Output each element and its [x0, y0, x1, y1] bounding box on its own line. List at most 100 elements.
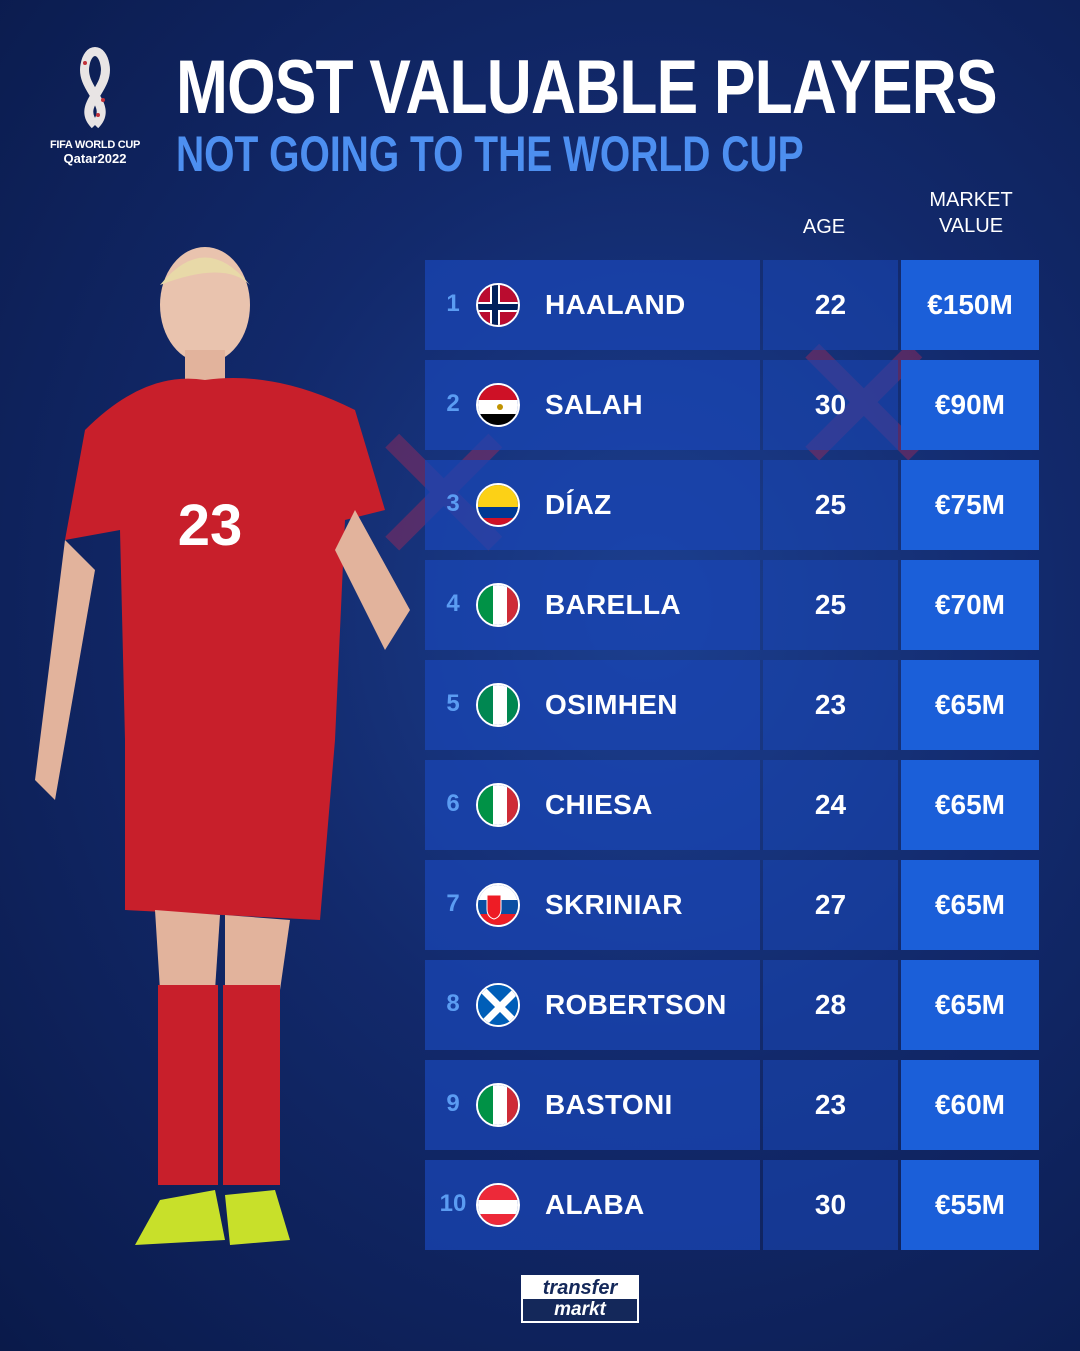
world-cup-logo: FIFA WORLD CUP Qatar2022: [45, 45, 145, 166]
slovakia-flag-icon: [476, 883, 520, 927]
player-cell: 4 BARELLA: [425, 560, 760, 650]
table-row: 9 BASTONI 23 €60M: [425, 1060, 1039, 1150]
table-row: 3 DÍAZ 25 €75M: [425, 460, 1039, 550]
value-cell: €70M: [901, 560, 1039, 650]
player-age: 24: [814, 789, 847, 820]
trophy-icon: [80, 47, 110, 129]
player-name: CHIESA: [545, 789, 653, 820]
value-cell: €55M: [901, 1160, 1039, 1250]
header-market-value-line2: VALUE: [938, 215, 1004, 237]
market-value: €65M: [934, 789, 1006, 820]
header-age: AGE: [802, 216, 846, 238]
player-name: ALABA: [545, 1189, 645, 1220]
age-cell: 28: [763, 960, 898, 1050]
age-cell: 22: [763, 260, 898, 350]
age-cell: 27: [763, 860, 898, 950]
market-value: €75M: [934, 489, 1006, 520]
player-cell: 3 DÍAZ: [425, 460, 760, 550]
player-cell: 1 HAALAND: [425, 260, 760, 350]
header-market-value: MARKET VALUE: [901, 187, 1041, 239]
rank: 1: [446, 290, 460, 317]
table-row: 2 SALAH 30 €90M: [425, 360, 1039, 450]
rank: 5: [446, 690, 460, 717]
rank: 9: [446, 1090, 460, 1117]
nigeria-flag-icon: [476, 683, 520, 727]
age-cell: 25: [763, 460, 898, 550]
value-cell: €65M: [901, 760, 1039, 850]
player-cell: 6 CHIESA: [425, 760, 760, 850]
page-subtitle: NOT GOING TO THE WORLD CUP: [176, 126, 804, 182]
player-age: 27: [814, 889, 847, 920]
table-row: 5 OSIMHEN 23 €65M: [425, 660, 1039, 750]
player-name: SALAH: [545, 389, 643, 420]
table-row: 8 ROBERTSON 28 €65M: [425, 960, 1039, 1050]
rank: 3: [446, 490, 460, 517]
rank: 2: [446, 390, 460, 417]
player-name: BASTONI: [545, 1089, 673, 1120]
player-age: 23: [814, 689, 847, 720]
player-age: 22: [814, 289, 847, 320]
value-cell: €150M: [901, 260, 1039, 350]
player-name: OSIMHEN: [545, 689, 678, 720]
player-age: 23: [814, 1089, 847, 1120]
value-cell: €65M: [901, 960, 1039, 1050]
scotland-flag-icon: [476, 983, 520, 1027]
player-name: ROBERTSON: [545, 989, 727, 1020]
rank: 6: [446, 790, 460, 817]
italy-flag-icon: [476, 1083, 520, 1127]
brand-text: markt: [523, 1299, 637, 1321]
market-value: €70M: [934, 589, 1006, 620]
shirt-number: 23: [178, 493, 243, 558]
value-cell: €65M: [901, 660, 1039, 750]
player-cell: 8 ROBERTSON: [425, 960, 760, 1050]
rank: 8: [446, 990, 460, 1017]
age-cell: 30: [763, 360, 898, 450]
value-cell: €90M: [901, 360, 1039, 450]
player-age: 30: [814, 389, 847, 420]
market-value: €150M: [927, 289, 1013, 320]
brand-text: transfer: [542, 1277, 618, 1299]
transfermarkt-logo: transfer markt: [521, 1275, 639, 1323]
table-row: 6 CHIESA 24 €65M: [425, 760, 1039, 850]
player-cell: 9 BASTONI: [425, 1060, 760, 1150]
rank: 4: [446, 590, 460, 617]
age-cell: 25: [763, 560, 898, 650]
logo-text: Qatar2022: [63, 151, 127, 166]
rank: 10: [439, 1190, 467, 1217]
player-cell: 7 SKRINIAR: [425, 860, 760, 950]
player-name: BARELLA: [545, 589, 681, 620]
market-value: €65M: [934, 889, 1006, 920]
player-name: DÍAZ: [545, 489, 612, 520]
player-name: HAALAND: [545, 289, 686, 320]
player-cell: 10 ALABA: [425, 1160, 760, 1250]
table-row: 10 ALABA 30 €55M: [425, 1160, 1039, 1250]
header-market-value-line1: MARKET: [929, 189, 1013, 211]
table-row: 7 SKRINIAR 27 €65M: [425, 860, 1039, 950]
player-age: 28: [814, 989, 847, 1020]
italy-flag-icon: [476, 583, 520, 627]
player-image: 23: [35, 247, 410, 1245]
player-age: 25: [814, 589, 847, 620]
austria-flag-icon: [476, 1183, 520, 1227]
value-cell: €75M: [901, 460, 1039, 550]
market-value: €60M: [934, 1089, 1006, 1120]
page-title: MOST VALUABLE PLAYERS: [176, 45, 998, 130]
age-cell: 24: [763, 760, 898, 850]
age-cell: 23: [763, 660, 898, 750]
player-cell: 5 OSIMHEN: [425, 660, 760, 750]
value-cell: €65M: [901, 860, 1039, 950]
player-cell: 2 SALAH: [425, 360, 760, 450]
value-cell: €60M: [901, 1060, 1039, 1150]
market-value: €55M: [934, 1189, 1006, 1220]
table-row: 4 BARELLA 25 €70M: [425, 560, 1039, 650]
market-value: €65M: [934, 689, 1006, 720]
age-cell: 30: [763, 1160, 898, 1250]
player-age: 30: [814, 1189, 847, 1220]
colombia-flag-icon: [476, 483, 520, 527]
italy-flag-icon: [476, 783, 520, 827]
norway-flag-icon: [476, 283, 520, 327]
player-name: SKRINIAR: [545, 889, 683, 920]
rank: 7: [446, 890, 460, 917]
logo-text: FIFA WORLD CUP: [49, 139, 141, 151]
market-value: €65M: [934, 989, 1006, 1020]
